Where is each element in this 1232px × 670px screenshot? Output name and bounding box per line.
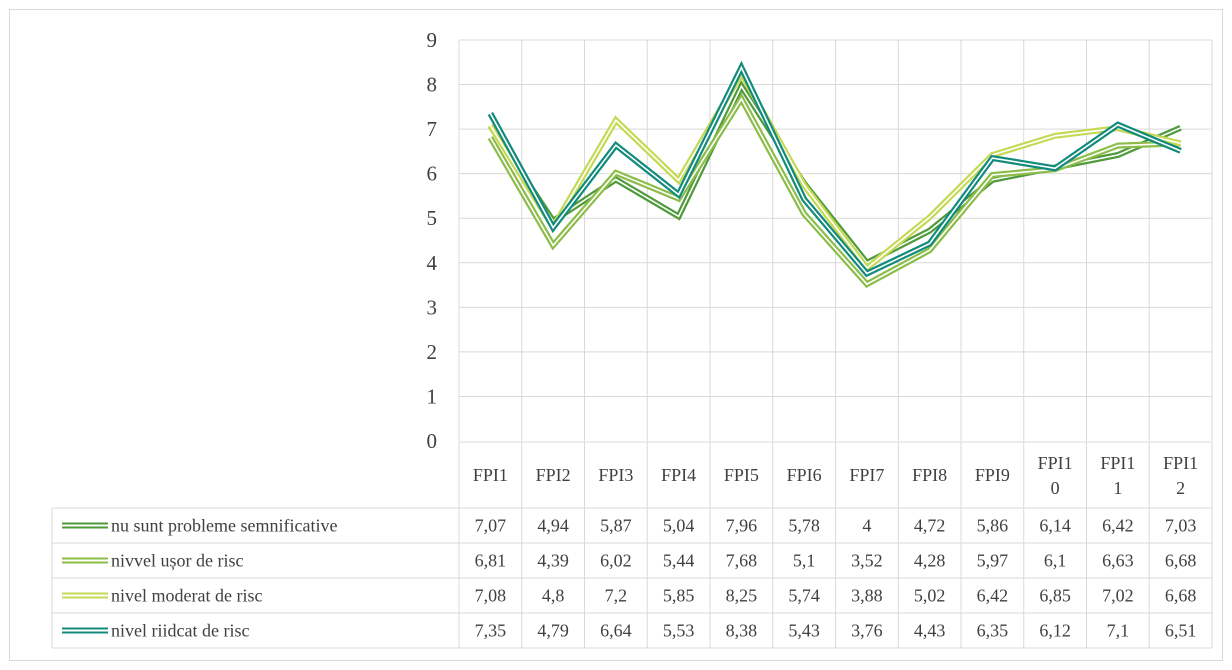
data-table-value: 6,85 bbox=[1039, 586, 1071, 606]
data-table-value: 5,1 bbox=[793, 551, 816, 571]
x-tick-label: FPI1 bbox=[1038, 453, 1073, 473]
data-table-value: 5,53 bbox=[663, 621, 695, 641]
data-table-value: 3,88 bbox=[851, 586, 883, 606]
data-table-value: 5,74 bbox=[788, 586, 820, 606]
data-table-value: 7,68 bbox=[726, 551, 758, 571]
data-table-value: 8,25 bbox=[726, 586, 758, 606]
y-tick-label: 2 bbox=[427, 340, 438, 364]
y-tick-label: 9 bbox=[427, 28, 438, 52]
data-table-value: 5,97 bbox=[977, 551, 1009, 571]
data-table-value: 6,42 bbox=[977, 586, 1009, 606]
data-table-value: 7,2 bbox=[605, 586, 628, 606]
data-table-value: 5,86 bbox=[977, 516, 1009, 536]
x-tick-label: FPI9 bbox=[975, 465, 1010, 485]
x-tick-label: FPI7 bbox=[849, 465, 884, 485]
data-table-value: 5,85 bbox=[663, 586, 695, 606]
y-tick-label: 5 bbox=[427, 206, 438, 230]
data-table-value: 8,38 bbox=[726, 621, 758, 641]
data-table-value: 6,12 bbox=[1039, 621, 1071, 641]
data-table-value: 6,14 bbox=[1039, 516, 1071, 536]
data-table-value: 6,42 bbox=[1102, 516, 1134, 536]
series-line-inner bbox=[489, 97, 1181, 286]
data-table-value: 5,44 bbox=[663, 551, 695, 571]
data-table-value: 3,52 bbox=[851, 551, 883, 571]
data-table-value: 6,68 bbox=[1165, 551, 1197, 571]
data-table-value: 7,08 bbox=[475, 586, 507, 606]
data-table-value: 5,02 bbox=[914, 586, 946, 606]
x-tick-label: FPI1 bbox=[1100, 453, 1135, 473]
x-tick-label: FPI2 bbox=[536, 465, 571, 485]
data-table-value: 4,94 bbox=[537, 516, 569, 536]
y-tick-label: 4 bbox=[427, 251, 438, 275]
data-table-value: 7,07 bbox=[475, 516, 507, 536]
data-table-value: 6,68 bbox=[1165, 586, 1197, 606]
data-table-value: 6,64 bbox=[600, 621, 632, 641]
x-tick-label: 1 bbox=[1113, 478, 1122, 498]
legend-series-name: nu sunt probleme semnificative bbox=[111, 516, 337, 536]
legend-series-name: nivvel ușor de risc bbox=[111, 551, 243, 571]
data-table-value: 4,39 bbox=[537, 551, 569, 571]
data-table-value: 7,1 bbox=[1107, 621, 1130, 641]
data-table-value: 3,76 bbox=[851, 621, 883, 641]
x-tick-label: FPI8 bbox=[912, 465, 947, 485]
legend-series-name: nivel riidcat de risc bbox=[111, 621, 249, 641]
data-table-value: 6,35 bbox=[977, 621, 1009, 641]
data-table-value: 4,72 bbox=[914, 516, 946, 536]
data-table-value: 4 bbox=[862, 516, 871, 536]
data-table-value: 4,8 bbox=[542, 586, 565, 606]
x-tick-label: FPI6 bbox=[787, 465, 822, 485]
x-tick-label: FPI5 bbox=[724, 465, 759, 485]
series-line-inner bbox=[489, 71, 1181, 270]
y-tick-label: 3 bbox=[427, 295, 438, 319]
data-table-value: 6,63 bbox=[1102, 551, 1134, 571]
data-table-value: 5,87 bbox=[600, 516, 632, 536]
data-table-value: 6,51 bbox=[1165, 621, 1197, 641]
x-tick-label: FPI1 bbox=[473, 465, 508, 485]
x-tick-label: FPI1 bbox=[1163, 453, 1198, 473]
x-tick-label: FPI4 bbox=[661, 465, 696, 485]
data-table-value: 4,79 bbox=[537, 621, 569, 641]
x-tick-label: 0 bbox=[1051, 478, 1060, 498]
data-table-value: 6,81 bbox=[475, 551, 507, 571]
series-line-inner bbox=[489, 65, 1181, 275]
data-table-value: 4,28 bbox=[914, 551, 946, 571]
data-table-value: 4,43 bbox=[914, 621, 946, 641]
y-tick-label: 7 bbox=[427, 117, 438, 141]
x-tick-label: FPI3 bbox=[598, 465, 633, 485]
data-table-value: 6,1 bbox=[1044, 551, 1067, 571]
data-table-value: 7,03 bbox=[1165, 516, 1197, 536]
data-table-value: 5,78 bbox=[788, 516, 820, 536]
data-table-value: 7,96 bbox=[726, 516, 758, 536]
y-tick-label: 8 bbox=[427, 73, 438, 97]
data-table-value: 7,02 bbox=[1102, 586, 1134, 606]
y-tick-label: 6 bbox=[427, 162, 438, 186]
legend-series-name: nivel moderat de risc bbox=[111, 586, 262, 606]
y-tick-label: 1 bbox=[427, 384, 438, 408]
y-tick-label: 0 bbox=[427, 429, 438, 453]
data-table-value: 5,43 bbox=[788, 621, 820, 641]
data-table-value: 5,04 bbox=[663, 516, 695, 536]
x-tick-label: 2 bbox=[1176, 478, 1185, 498]
data-table-value: 7,35 bbox=[475, 621, 507, 641]
data-table-value: 6,02 bbox=[600, 551, 632, 571]
